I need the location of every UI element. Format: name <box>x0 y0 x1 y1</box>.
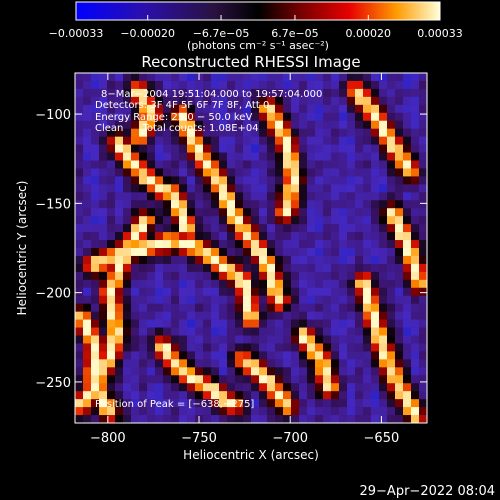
plot-frame <box>74 72 428 424</box>
colorbar-tick-label: 0.00020 <box>346 27 392 40</box>
axis-ticks: −800 −750 −700 −650 −250 −200 −150 −100 <box>35 73 427 446</box>
colorbar-tick-label: −0.00033 <box>49 27 104 40</box>
y-tick-label: −150 <box>35 197 71 212</box>
colorbar-tick-label: −0.00020 <box>120 27 175 40</box>
annotation-time: 8−Mar−2004 19:51:04.000 to 19:57:04.000 <box>101 89 322 100</box>
colorbar-tick-label: −6.7e−05 <box>193 27 250 40</box>
x-tick-label: −800 <box>90 431 126 446</box>
y-tick-label: −250 <box>35 376 71 391</box>
colorbar-ticks: −0.00033 −0.00020 −6.7e−05 6.7e−05 0.00020 0.… <box>49 15 463 40</box>
heatmap-image <box>75 73 427 423</box>
colorbar <box>75 1 441 21</box>
footer-timestamp: 29−Apr−2022 08:04 <box>360 484 496 499</box>
colorbar-tick-label: 6.7e−05 <box>271 27 318 40</box>
y-tick-label: −200 <box>35 287 71 302</box>
peak-label: Position of Peak = [−638,−275] <box>95 399 254 410</box>
colorbar-unit: (photons cm⁻² s⁻¹ asec⁻²) <box>187 39 329 52</box>
y-axis-label: Heliocentric Y (arcsec) <box>15 181 29 316</box>
annotation-energy: Energy Range: 25.0 − 50.0 keV <box>95 112 252 123</box>
x-tick-label: −650 <box>364 431 400 446</box>
x-axis-label: Heliocentric X (arcsec) <box>183 448 319 462</box>
x-tick-label: −750 <box>181 431 217 446</box>
y-tick-label: −100 <box>35 108 71 123</box>
annotation-clean: Clean Total counts: 1.08E+04 <box>95 123 259 134</box>
chart-title: Reconstructed RHESSI Image <box>141 53 360 71</box>
colorbar-tick-label: 0.00033 <box>417 27 463 40</box>
x-tick-label: −700 <box>272 431 308 446</box>
annotation-detectors: Detectors: 3F 4F 5F 6F 7F 8F, Att 0 <box>95 100 269 111</box>
